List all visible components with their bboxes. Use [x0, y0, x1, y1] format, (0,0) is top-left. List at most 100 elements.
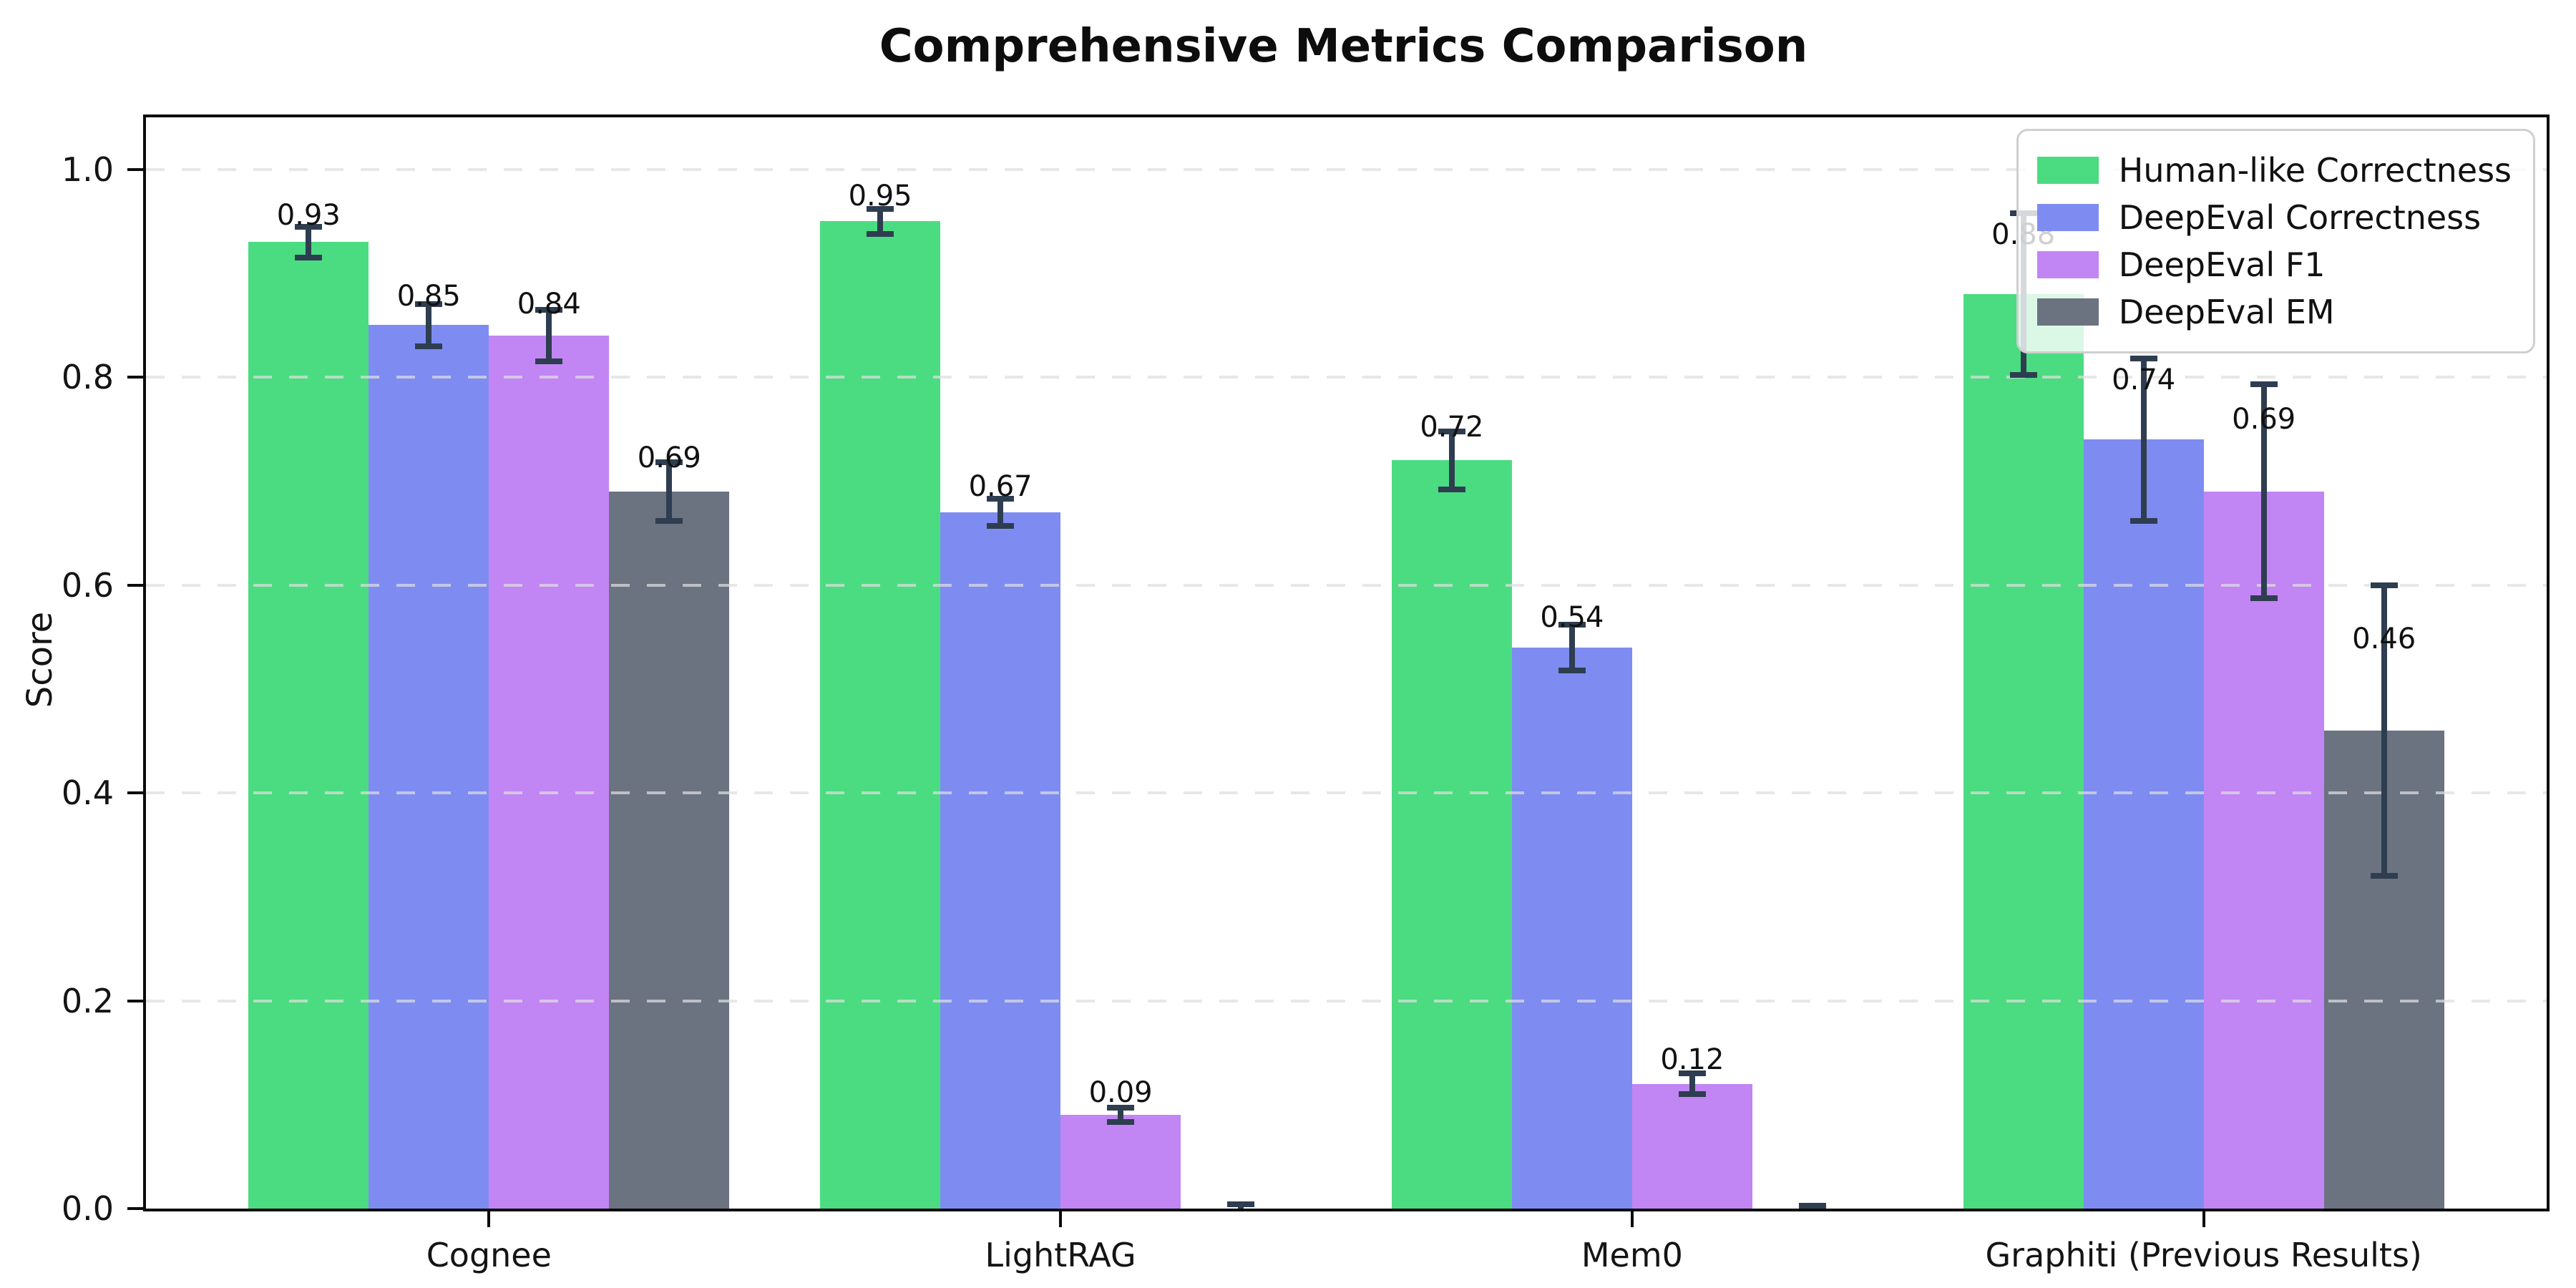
y-tick-mark-0.4	[127, 791, 143, 795]
error-bar	[2381, 585, 2387, 877]
bar-deepeval-em-0	[609, 491, 730, 1209]
error-bar-cap-bottom	[2129, 517, 2157, 524]
bar-deepeval-correctness-0	[369, 325, 489, 1209]
bar-value-label: 0.74	[2112, 364, 2176, 397]
x-tick-mark-1	[1059, 1211, 1063, 1227]
plot-area: Human-like Correctness DeepEval Correctne…	[62, 114, 2550, 1274]
bar-value-label: 0.95	[848, 180, 912, 213]
error-bar-cap-top	[295, 223, 323, 230]
error-bar-cap-bottom	[1438, 486, 1465, 492]
error-bar-cap-top	[1798, 1202, 1826, 1209]
error-bar-cap-bottom	[655, 517, 683, 524]
error-bar-cap-bottom	[1678, 1091, 1706, 1098]
gridline-1.0	[146, 167, 2547, 171]
bar-human-like-correctness-1	[820, 221, 941, 1209]
legend-swatch-icon	[2036, 157, 2099, 184]
error-bar-cap-bottom	[2009, 372, 2037, 379]
bar-value-label: 0.09	[1088, 1076, 1153, 1110]
y-tick-label-0.0: 0.0	[61, 1189, 114, 1228]
error-bar	[1689, 1073, 1695, 1095]
bar-value-label: 0.69	[2232, 402, 2296, 436]
error-bar	[1568, 624, 1575, 670]
legend-row: Human-like Correctness	[2036, 147, 2512, 194]
error-bar	[1118, 1108, 1124, 1123]
error-bar-cap-top	[2370, 582, 2398, 588]
error-bar-cap-top	[535, 306, 563, 313]
bar-deepeval-f1-2	[1631, 1083, 1752, 1209]
y-tick-label-1.0: 1.0	[61, 150, 114, 189]
bar-deepeval-correctness-1	[940, 512, 1061, 1209]
legend-label: DeepEval EM	[2118, 293, 2335, 331]
gridline-0.4	[146, 791, 2547, 795]
error-bar	[2260, 384, 2267, 599]
legend-label: Human-like Correctness	[2118, 151, 2512, 190]
bar-deepeval-correctness-3	[2083, 439, 2204, 1209]
error-bar-cap-bottom	[2370, 873, 2398, 879]
y-axis-label: Score	[20, 611, 60, 708]
error-bar-cap-top	[1227, 1201, 1255, 1208]
error-bar	[666, 462, 673, 521]
legend: Human-like Correctness DeepEval Correctne…	[2016, 129, 2535, 353]
y-tick-label-0.2: 0.2	[61, 981, 114, 1020]
bar-human-like-correctness-0	[248, 242, 369, 1209]
error-bar-cap-top	[867, 205, 894, 212]
y-tick-mark-0.6	[127, 583, 143, 587]
gridline-0.2	[146, 999, 2547, 1002]
error-bar-cap-top	[2250, 381, 2278, 388]
bar-value-label: 0.93	[276, 199, 341, 233]
error-bar	[2140, 358, 2147, 521]
legend-label: DeepEval Correctness	[2118, 198, 2482, 237]
legend-swatch-icon	[2036, 251, 2099, 278]
error-bar-cap-bottom	[867, 230, 894, 237]
error-bar	[306, 226, 312, 258]
legend-row: DeepEval EM	[2036, 288, 2512, 336]
y-tick-mark-0.2	[127, 999, 143, 1002]
x-tick-mark-3	[2202, 1211, 2205, 1227]
y-tick-label-0.8: 0.8	[61, 358, 114, 397]
bar-value-label: 0.69	[637, 441, 701, 475]
error-bar-cap-top	[1438, 428, 1465, 434]
error-bar-cap-bottom	[987, 522, 1015, 529]
legend-row: DeepEval F1	[2036, 241, 2512, 288]
error-bar-cap-top	[1558, 621, 1586, 628]
error-bar	[546, 309, 552, 362]
error-bar-cap-top	[415, 301, 443, 308]
bar-human-like-correctness-3	[1963, 293, 2084, 1209]
bar-value-label: 0.72	[1420, 410, 1484, 444]
error-bar	[1448, 431, 1455, 489]
error-bar-cap-bottom	[1558, 667, 1586, 673]
legend-label: DeepEval F1	[2118, 245, 2326, 284]
error-bar-cap-bottom	[1107, 1119, 1135, 1126]
bar-value-label: 0.84	[517, 287, 581, 321]
bar-value-label: 0.46	[2352, 623, 2416, 656]
error-bar-cap-bottom	[295, 255, 323, 261]
y-tick-label-0.4: 0.4	[61, 774, 114, 813]
error-bar-cap-top	[655, 459, 683, 466]
bar-value-label: 0.85	[396, 279, 461, 313]
bar-value-label: 0.12	[1660, 1043, 1724, 1077]
y-tick-mark-1.0	[127, 167, 143, 171]
error-bar	[997, 499, 1004, 526]
error-bar-cap-top	[1678, 1070, 1706, 1077]
error-bar-cap-top	[1107, 1105, 1135, 1111]
error-bar-cap-bottom	[535, 358, 563, 365]
legend-row: DeepEval Correctness	[2036, 194, 2512, 241]
bar-deepeval-f1-1	[1060, 1115, 1181, 1209]
x-tick-label: Mem0	[1581, 1236, 1683, 1274]
legend-swatch-icon	[2036, 298, 2099, 326]
x-tick-label: Graphiti (Previous Results)	[1985, 1236, 2422, 1274]
error-bar	[426, 304, 432, 346]
y-tick-label-0.6: 0.6	[61, 565, 114, 605]
error-bar	[877, 208, 884, 234]
gridline-0.6	[146, 583, 2547, 587]
x-tick-label: Cognee	[426, 1236, 552, 1274]
chart-title: Comprehensive Metrics Comparison	[879, 20, 1808, 73]
bar-deepeval-f1-0	[489, 336, 610, 1209]
error-bar-cap-bottom	[415, 343, 443, 349]
error-bar-cap-bottom	[2250, 595, 2278, 602]
error-bar-cap-top	[2129, 355, 2157, 361]
legend-swatch-icon	[2036, 204, 2099, 231]
y-tick-mark-0.8	[127, 376, 143, 379]
x-tick-mark-2	[1630, 1211, 1634, 1227]
